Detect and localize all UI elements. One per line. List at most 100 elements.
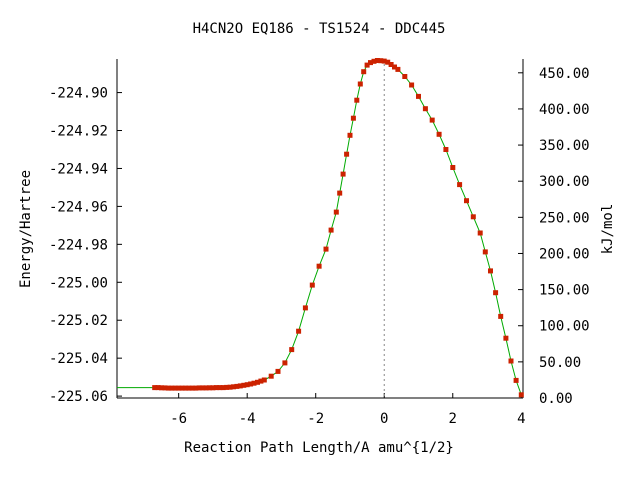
data-point [493, 290, 499, 296]
data-point [217, 385, 223, 391]
data-point [392, 64, 397, 70]
y-tick-label: -224.98 [49, 237, 108, 253]
data-point [503, 335, 509, 341]
y2-axis-label: kJ/mol [600, 204, 616, 255]
data-point [354, 97, 360, 103]
data-point [220, 385, 226, 391]
y2-tick-labels: 0.00 50.00 100.00 150.00 200.00 250.00 300.00 3… [539, 66, 590, 407]
data-point [207, 385, 212, 391]
data-point [422, 106, 428, 112]
y2-tick-label: 400.00 [539, 102, 590, 118]
data-point [231, 384, 236, 390]
y-tick-labels: -224.90 -224.92 -224.94 -224.96 -224.98 -225.… [49, 86, 108, 406]
data-point [482, 249, 488, 255]
x-tick-label: 0 [380, 411, 388, 427]
y2-tick-label: 50.00 [539, 355, 581, 371]
data-point [450, 165, 456, 170]
data-point [328, 227, 334, 233]
data-point [488, 268, 493, 274]
y-axis-label: Energy/Hartree [18, 170, 34, 288]
data-point [518, 392, 524, 398]
y-tick-label: -225.06 [49, 389, 108, 405]
data-point [409, 82, 415, 88]
plot-frame [116, 59, 524, 399]
energy-profile-line [117, 59, 522, 395]
data-point [316, 263, 322, 269]
data-point [200, 385, 206, 391]
data-point [196, 385, 202, 391]
data-point [361, 69, 367, 75]
data-point [186, 385, 192, 391]
data-point [165, 385, 171, 391]
data-point [457, 182, 463, 188]
data-point [323, 246, 329, 252]
y-tick-label: -224.92 [49, 124, 108, 140]
data-point [347, 132, 353, 138]
data-point [189, 385, 195, 391]
data-point [268, 373, 274, 379]
data-point [258, 378, 264, 384]
data-point [513, 377, 519, 383]
x-tick-label: -6 [170, 411, 187, 427]
y-tick-label: -224.94 [49, 161, 108, 177]
data-points [152, 58, 524, 398]
data-point [470, 214, 476, 220]
x-tick-label: -2 [307, 411, 324, 427]
data-point [251, 380, 257, 386]
x-tick-label: 4 [517, 411, 525, 427]
data-point [309, 282, 315, 288]
data-point [241, 382, 247, 388]
data-point [155, 385, 161, 391]
data-point [159, 385, 164, 391]
data-point [275, 368, 281, 374]
y2-tick-label: 0.00 [539, 391, 573, 407]
data-point [337, 190, 343, 196]
data-point [350, 115, 356, 121]
data-point [282, 360, 288, 366]
data-point [340, 171, 346, 177]
data-point [498, 313, 504, 319]
y2-tick-label: 200.00 [539, 246, 590, 262]
data-point [368, 60, 373, 66]
data-point [416, 93, 421, 99]
data-point [261, 377, 267, 383]
data-point [176, 385, 182, 391]
x-axis-label: Reaction Path Length/A amu^{1/2} [184, 440, 454, 456]
y-tick-label: -225.02 [49, 313, 108, 329]
data-point [213, 385, 219, 391]
data-point [162, 385, 168, 391]
y-tick-label: -225.04 [49, 351, 108, 367]
data-point [508, 358, 514, 364]
data-point [371, 58, 377, 64]
data-point [237, 383, 243, 389]
x-tick-labels: -6 -4 -2 0 2 4 [170, 411, 525, 427]
y2-tick-label: 450.00 [539, 66, 590, 82]
chart-title: H4CN2O EQ186 - TS1524 - DDC445 [193, 21, 446, 37]
data-point [289, 347, 295, 353]
y2-tick-label: 350.00 [539, 138, 590, 154]
data-point [344, 151, 350, 157]
data-point [429, 117, 435, 123]
data-point [477, 230, 483, 236]
data-point [248, 381, 254, 387]
data-point [169, 385, 175, 391]
data-point [179, 385, 185, 391]
data-point [333, 209, 339, 215]
data-point [436, 131, 442, 137]
data-point [227, 384, 233, 390]
y-tick-label: -224.96 [49, 199, 108, 215]
data-point [464, 198, 469, 204]
data-point [395, 66, 401, 72]
data-point [172, 385, 178, 391]
data-point [381, 58, 387, 64]
y2-tick-label: 300.00 [539, 174, 590, 190]
data-point [378, 58, 384, 64]
data-point [443, 147, 449, 152]
y2-tick-label: 250.00 [539, 210, 590, 226]
data-point [302, 305, 308, 311]
data-point [210, 385, 216, 391]
data-point [203, 385, 209, 391]
data-point [255, 379, 260, 385]
data-point [234, 383, 240, 389]
